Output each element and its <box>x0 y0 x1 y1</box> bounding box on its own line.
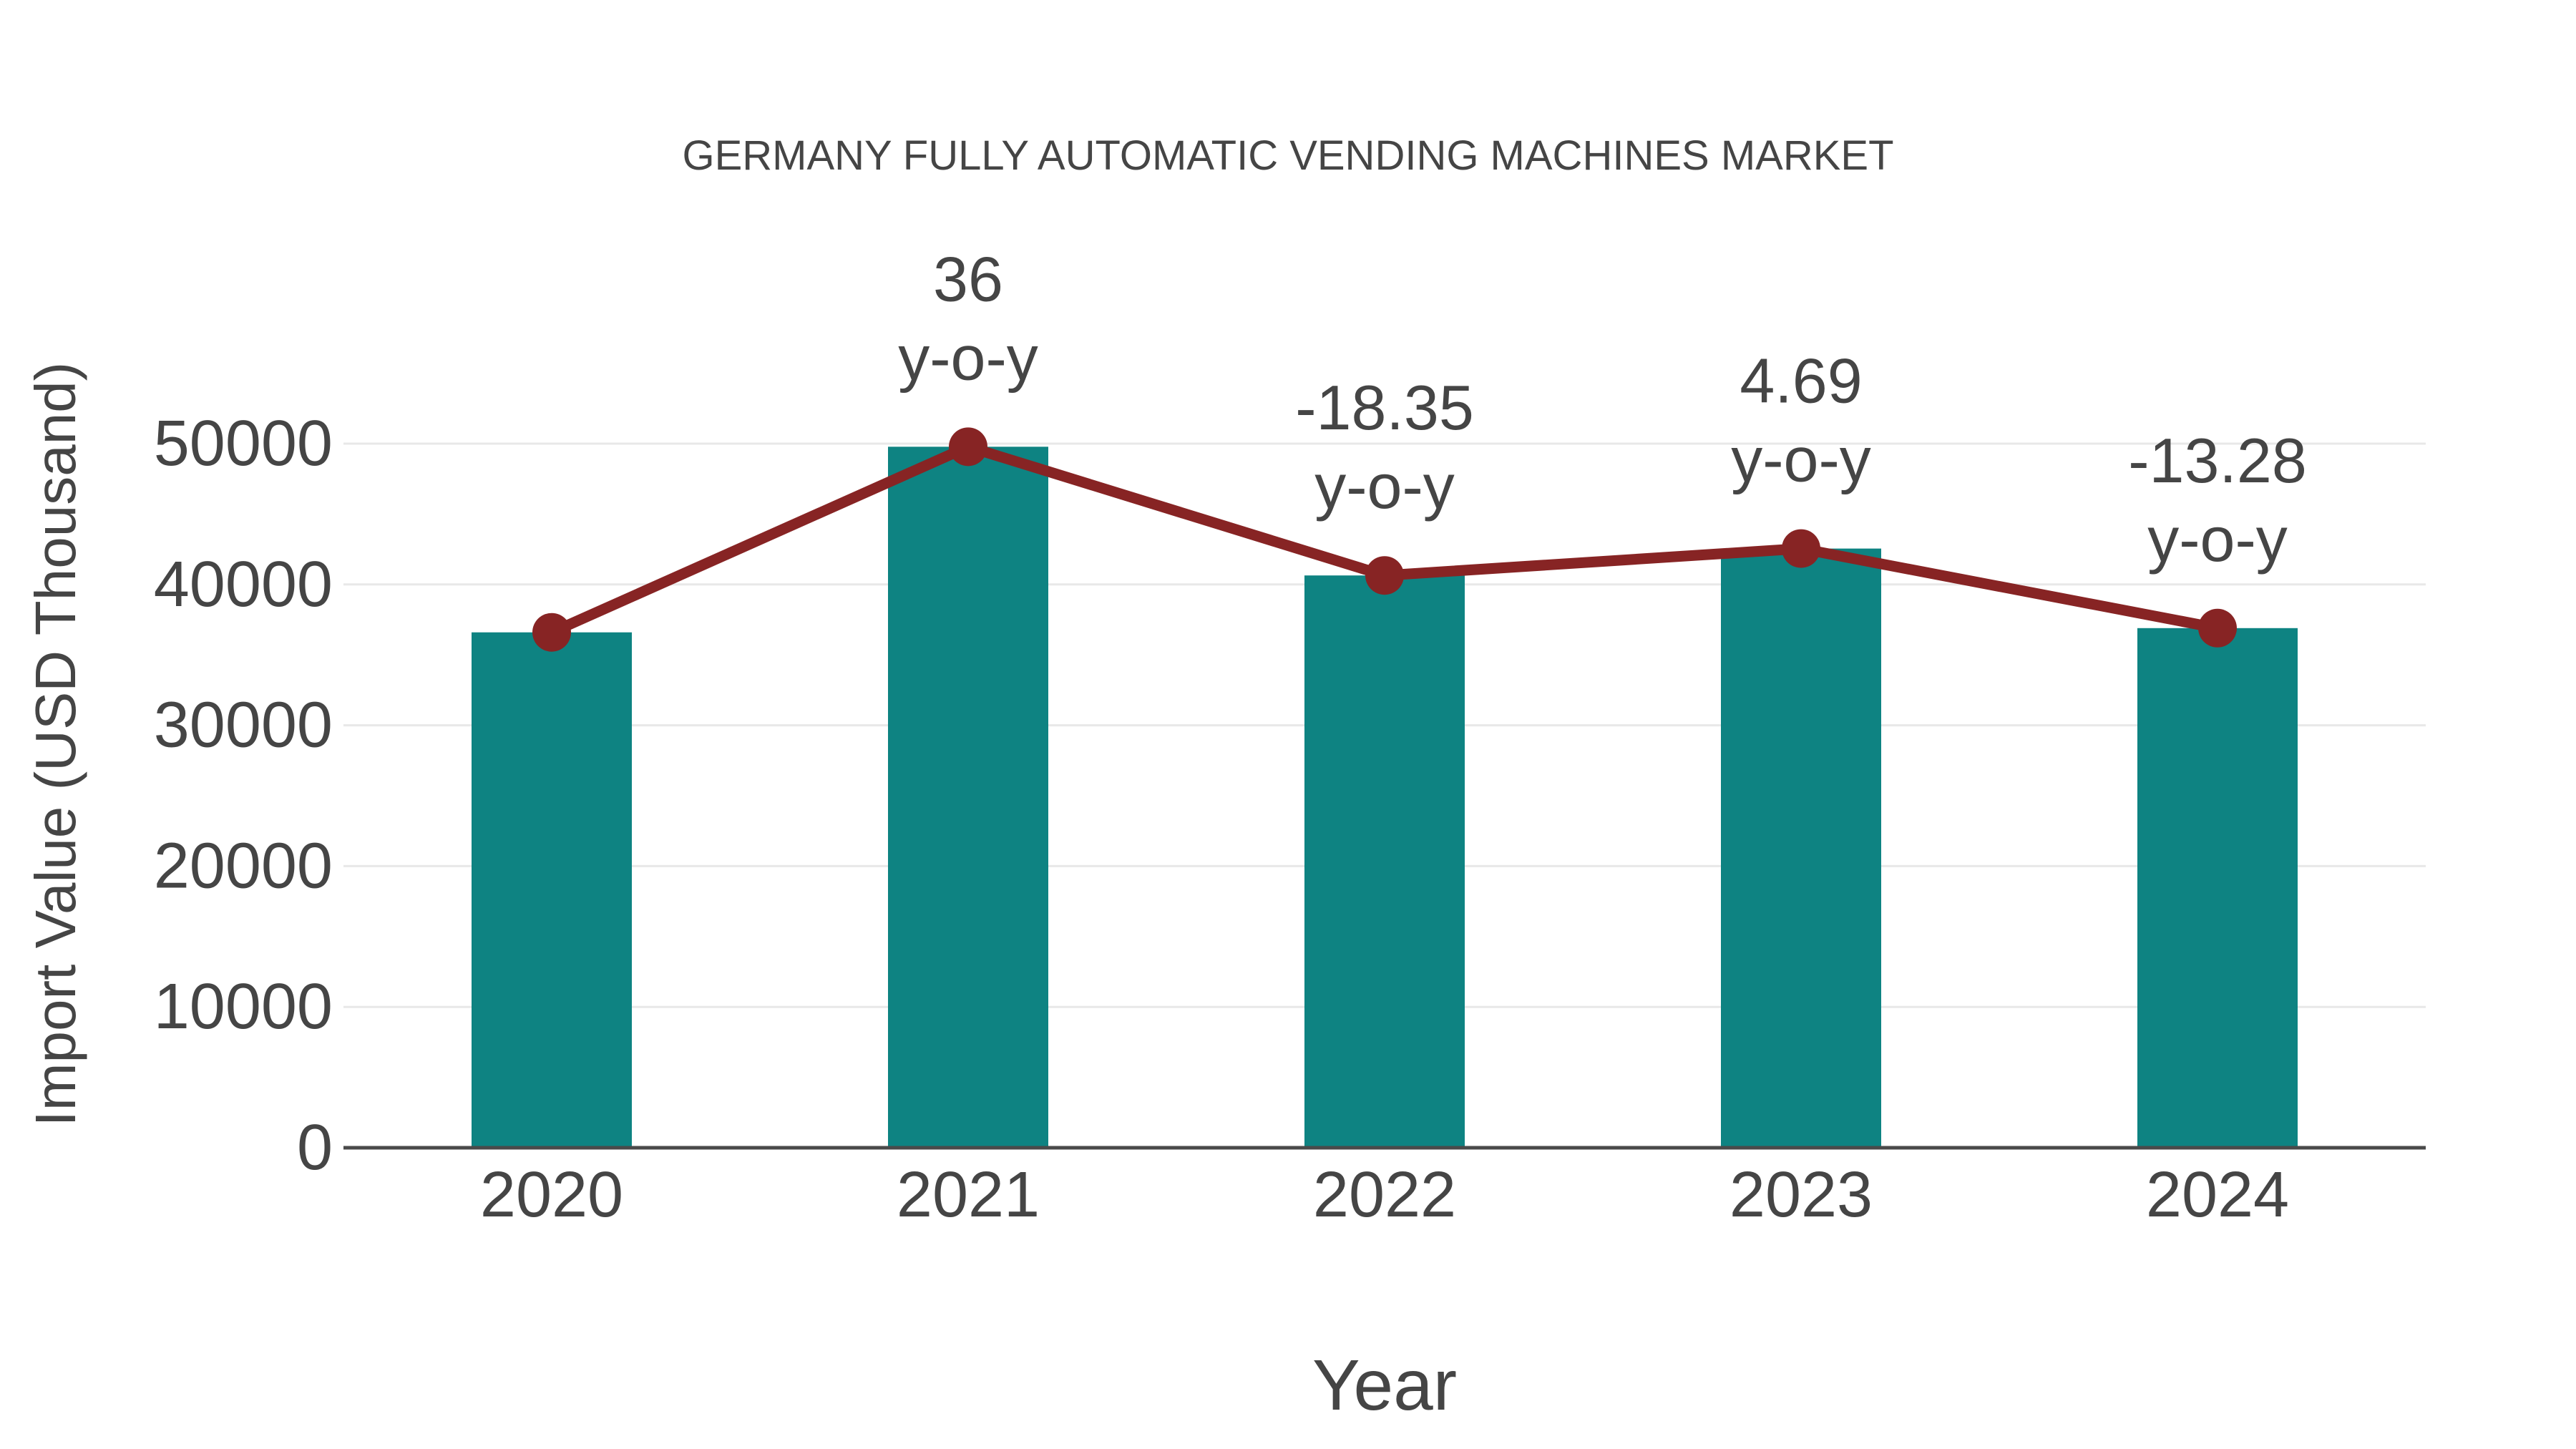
line-markers-layer <box>532 427 2237 652</box>
line-marker-2024 <box>2198 608 2237 648</box>
y-tick-label: 20000 <box>154 830 333 902</box>
yoy-value-label: -13.28 <box>2128 425 2307 496</box>
y-axis-title: Import Value (USD Thousand) <box>24 362 87 1127</box>
y-tick-label: 30000 <box>154 690 333 761</box>
yoy-suffix-label: y-o-y <box>2147 504 2288 575</box>
yoy-suffix-label: y-o-y <box>1314 451 1455 522</box>
line-marker-2023 <box>1782 529 1820 568</box>
y-tick-label: 10000 <box>154 971 333 1043</box>
annotations-layer: 36 y-o-y -18.35 y-o-y 4.69 y-o-y -13.28 y-o-y <box>898 243 2307 574</box>
y-tick-labels-layer: 0 10000 20000 30000 40000 50000 <box>154 408 333 1184</box>
chart-title: GERMANY FULLY AUTOMATIC VENDING MACHINES… <box>682 132 1893 179</box>
y-tick-label: 0 <box>297 1112 333 1184</box>
x-tick-label: 2023 <box>1729 1159 1873 1231</box>
x-tick-label: 2024 <box>2146 1159 2289 1231</box>
bar-2021 <box>888 447 1048 1148</box>
x-tick-labels-layer: 2020 2021 2022 2023 2024 <box>480 1159 2289 1231</box>
yoy-suffix-label: y-o-y <box>898 322 1038 393</box>
x-tick-label: 2020 <box>480 1159 623 1231</box>
bar-2023 <box>1721 548 1881 1148</box>
bars-layer <box>472 447 2298 1148</box>
bar-2024 <box>2137 628 2298 1148</box>
line-marker-2022 <box>1365 556 1404 595</box>
yoy-value-label: 4.69 <box>1740 346 1862 416</box>
x-tick-label: 2021 <box>897 1159 1040 1231</box>
yoy-value-label: 36 <box>933 243 1003 314</box>
line-marker-2021 <box>949 427 987 467</box>
yoy-suffix-label: y-o-y <box>1731 424 1871 495</box>
bar-2022 <box>1304 575 1465 1148</box>
bar-2020 <box>472 632 632 1148</box>
yoy-value-label: -18.35 <box>1295 372 1474 443</box>
x-axis-title: Year <box>1312 1345 1457 1425</box>
y-tick-label: 40000 <box>154 549 333 620</box>
x-tick-label: 2022 <box>1313 1159 1456 1231</box>
y-tick-label: 50000 <box>154 408 333 479</box>
line-marker-2020 <box>532 613 571 652</box>
